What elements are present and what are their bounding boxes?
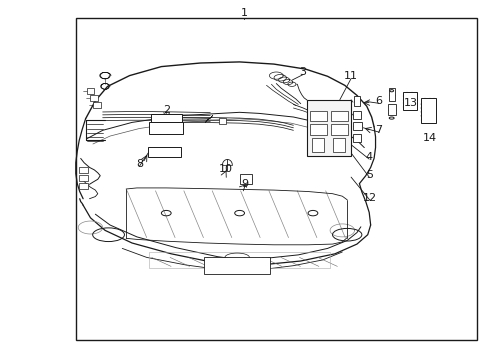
Bar bbox=[79, 167, 88, 173]
Text: 14: 14 bbox=[423, 132, 436, 143]
Text: 12: 12 bbox=[363, 193, 376, 203]
Bar bbox=[76, 18, 476, 340]
Bar bbox=[352, 134, 360, 142]
Bar bbox=[239, 174, 251, 184]
Bar bbox=[311, 138, 324, 152]
Bar bbox=[309, 111, 326, 121]
Bar bbox=[330, 111, 347, 121]
Bar bbox=[330, 124, 347, 135]
Text: 10: 10 bbox=[219, 164, 232, 174]
Text: 3: 3 bbox=[299, 67, 306, 77]
Bar bbox=[148, 147, 181, 157]
Text: 2: 2 bbox=[163, 105, 169, 115]
Text: 1: 1 bbox=[241, 8, 247, 18]
Bar bbox=[93, 102, 101, 108]
Text: 13: 13 bbox=[403, 98, 417, 108]
Bar bbox=[332, 138, 344, 152]
Bar bbox=[149, 122, 183, 134]
Bar bbox=[79, 175, 88, 181]
Bar bbox=[420, 98, 435, 123]
Bar bbox=[352, 111, 360, 119]
Bar bbox=[149, 252, 329, 268]
Text: 8: 8 bbox=[136, 159, 142, 169]
Bar bbox=[353, 96, 360, 106]
Bar bbox=[90, 95, 98, 101]
Bar bbox=[306, 100, 350, 156]
Bar bbox=[150, 114, 182, 122]
Bar bbox=[388, 88, 394, 101]
Bar bbox=[86, 88, 94, 94]
Bar bbox=[79, 183, 88, 189]
Text: 11: 11 bbox=[344, 71, 357, 81]
Text: 5: 5 bbox=[365, 170, 372, 180]
Bar bbox=[403, 92, 416, 110]
Text: 6: 6 bbox=[375, 96, 382, 106]
Text: 4: 4 bbox=[365, 152, 372, 162]
Text: 9: 9 bbox=[241, 179, 247, 189]
Bar bbox=[387, 104, 395, 115]
Bar bbox=[309, 124, 326, 135]
Bar bbox=[204, 257, 270, 274]
Text: 7: 7 bbox=[375, 125, 382, 135]
Bar bbox=[352, 122, 361, 130]
Bar bbox=[218, 118, 226, 124]
